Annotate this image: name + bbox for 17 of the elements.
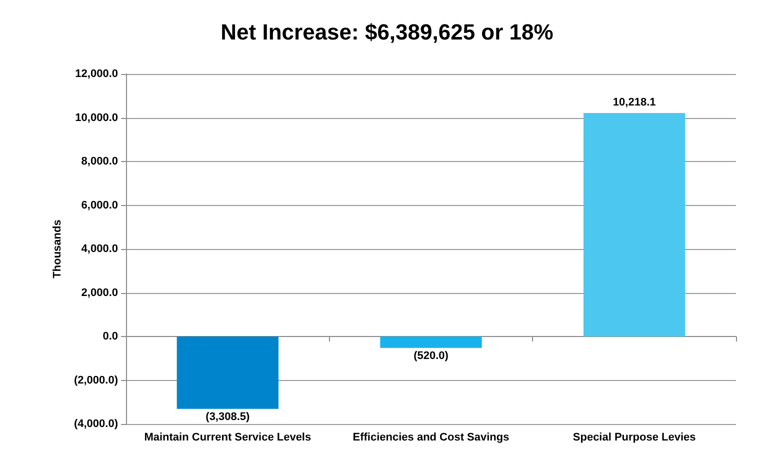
y-tick-label: 12,000.0: [75, 68, 118, 80]
y-tick-label: 2,000.0: [81, 286, 118, 299]
y-tick-label: 10,000.0: [75, 112, 118, 124]
data-label: (520.0): [414, 350, 449, 362]
x-tick-label: Special Purpose Levies: [572, 432, 696, 444]
x-tick-label: Maintain Current Service Levels: [144, 432, 312, 444]
chart-title: Net Increase: $6,389,625 or 18%: [220, 20, 554, 44]
data-label: 10,218.1: [612, 96, 656, 108]
y-tick-label: 6,000.0: [81, 199, 118, 212]
y-tick-label: 8,000.0: [81, 156, 118, 168]
y-tick-label: 0.0: [102, 330, 118, 342]
x-tick-label: Efficiencies and Cost Savings: [352, 432, 510, 444]
y-tick-label: (2,000.0): [74, 374, 118, 386]
y-tick-label: 4,000.0: [81, 243, 118, 255]
y-axis-title: Thousands: [52, 220, 64, 278]
data-label: (3,308.5): [206, 410, 250, 423]
y-tick-label: (4,000.0): [74, 418, 118, 430]
